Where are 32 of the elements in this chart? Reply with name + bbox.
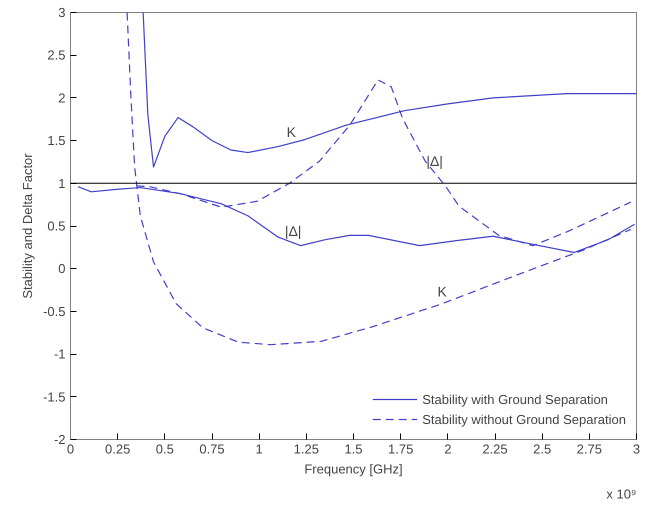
x-tick-label: 1.75: [388, 442, 414, 456]
y-tick-label: 2.5: [47, 48, 66, 63]
x-tick-label: 2.25: [482, 442, 508, 456]
y-tick-label: 0.5: [47, 218, 66, 234]
text: x 10⁹: [606, 486, 636, 502]
x-tick-label: 0.75: [199, 442, 225, 456]
y-axis-title: Stability and Delta Factor: [20, 152, 36, 299]
y-tick-label: 1: [58, 176, 66, 191]
annotation: K: [286, 124, 297, 140]
y-tick-label: 3: [58, 5, 66, 20]
y-tick-label: -1: [54, 346, 66, 362]
y-tick-label: 0: [58, 261, 66, 276]
legend-label: Stability without Ground Separation: [422, 412, 626, 426]
x-tick-label: 3: [632, 442, 640, 456]
x-tick-label: 2.5: [533, 442, 552, 456]
x-tick-label: 2.75: [576, 442, 602, 456]
x-axis-title: Frequency [GHz]: [304, 462, 403, 476]
annotation: K: [438, 284, 448, 300]
y-tick-label: 2: [58, 90, 66, 106]
annotation: |Δ|: [426, 153, 443, 170]
x-tick-label: 0.5: [156, 442, 174, 456]
y-tick-label: -1.5: [43, 389, 66, 404]
x-tick-label: 1: [256, 442, 263, 456]
x-tick-label: 2: [444, 442, 452, 456]
x-tick-label: 1.5: [344, 442, 363, 456]
annotation: |Δ|: [284, 223, 302, 240]
legend-label: Stability with Ground Separation: [422, 392, 608, 406]
y-tick-label: -2: [54, 432, 66, 447]
x-tick-label: 0.25: [105, 442, 130, 456]
y-tick-label: 1.5: [47, 133, 66, 148]
x-tick-label: 1.25: [294, 442, 319, 456]
y-tick-label: -0.5: [43, 304, 66, 319]
